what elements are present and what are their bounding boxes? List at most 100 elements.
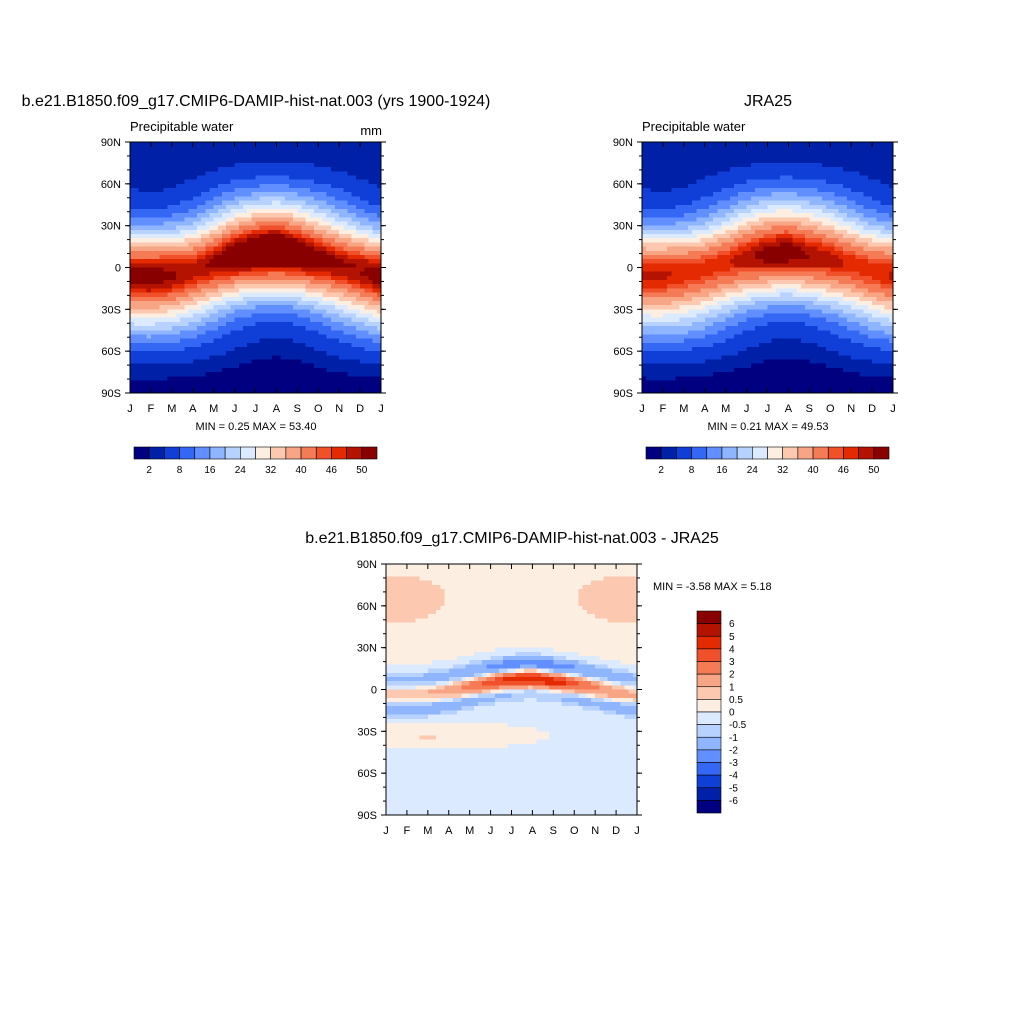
contour-cell <box>838 183 844 189</box>
contour-cell <box>138 183 144 189</box>
contour-cell <box>196 376 202 382</box>
contour-cell <box>646 146 651 151</box>
contour-cell <box>842 146 848 151</box>
contour-cell <box>263 154 269 160</box>
contour-cell <box>360 208 365 214</box>
contour-cell <box>276 221 282 227</box>
contour-cell <box>679 213 685 218</box>
contour-cell <box>176 192 181 197</box>
contour-cell <box>671 208 677 214</box>
contour-cell <box>217 242 223 248</box>
contour-cell <box>222 142 227 147</box>
contour-cell <box>360 234 365 239</box>
contour-cell <box>713 142 718 147</box>
contour-cell <box>688 200 693 206</box>
contour-cell <box>284 229 290 235</box>
contour-cell <box>314 292 319 298</box>
contour-cell <box>301 229 307 235</box>
contour-cell <box>314 330 319 336</box>
contour-cell <box>205 271 211 277</box>
contour-cell <box>209 204 215 210</box>
contour-cell <box>334 280 340 285</box>
contour-cell <box>146 229 152 235</box>
contour-cell <box>209 334 215 340</box>
contour-cell <box>268 225 273 231</box>
contour-cell <box>704 183 710 189</box>
contour-cell <box>163 188 169 193</box>
contour-cell <box>813 146 819 151</box>
contour-cell <box>351 342 357 348</box>
contour-cell <box>288 188 294 193</box>
contour-cell <box>888 158 894 164</box>
contour-cell <box>263 330 269 336</box>
contour-cell <box>209 326 215 331</box>
contour-cell <box>142 284 148 290</box>
contour-cell <box>683 150 689 156</box>
contour-cell <box>796 175 802 181</box>
contour-cell <box>150 338 156 344</box>
contour-cell <box>355 330 361 336</box>
contour-cell <box>351 146 357 151</box>
contour-cell <box>305 229 311 235</box>
contour-cell <box>263 263 269 269</box>
contour-cell <box>334 259 340 264</box>
contour-cell <box>662 225 668 231</box>
contour-cell <box>226 342 231 348</box>
contour-cell <box>142 267 148 273</box>
contour-cell <box>301 359 307 365</box>
contour-cell <box>750 196 756 202</box>
contour-cell <box>142 246 148 252</box>
contour-cell <box>272 296 278 302</box>
contour-cell <box>255 171 261 177</box>
contour-cell <box>205 376 211 382</box>
contour-cell <box>201 388 206 394</box>
contour-cell <box>817 167 823 172</box>
contour-cell <box>276 204 282 210</box>
contour-cell <box>134 154 139 160</box>
contour-cell <box>280 359 286 365</box>
contour-cell <box>334 321 340 327</box>
contour-cell <box>314 179 319 185</box>
contour-cell <box>368 355 374 361</box>
contour-cell <box>662 179 668 185</box>
contour-cell <box>305 309 311 315</box>
contour-cell <box>322 280 328 285</box>
contour-cell <box>167 229 173 235</box>
contour-cell <box>368 242 374 248</box>
contour-cell <box>138 221 144 227</box>
contour-cell <box>263 275 269 281</box>
contour-cell <box>217 271 223 277</box>
contour-cell <box>326 338 332 344</box>
contour-cell <box>642 213 647 218</box>
contour-cell <box>867 167 873 172</box>
contour-cell <box>364 183 370 189</box>
contour-cell <box>268 167 273 172</box>
contour-cell <box>159 338 165 344</box>
contour-cell <box>134 338 139 344</box>
contour-cell <box>863 196 869 202</box>
contour-cell <box>884 225 890 231</box>
contour-cell <box>196 321 202 327</box>
panel-model-variable: Precipitable water <box>130 119 234 134</box>
contour-cell <box>155 175 160 181</box>
contour-cell <box>238 351 244 356</box>
contour-cell <box>171 263 177 269</box>
contour-cell <box>280 229 286 235</box>
contour-cell <box>334 238 340 243</box>
contour-cell <box>134 175 139 181</box>
contour-cell <box>734 154 739 160</box>
contour-cell <box>309 284 315 290</box>
contour-cell <box>188 275 194 281</box>
contour-cell <box>364 208 370 214</box>
contour-cell <box>347 217 353 223</box>
contour-cell <box>376 162 382 168</box>
contour-cell <box>309 188 315 193</box>
contour-cell <box>297 355 303 361</box>
contour-cell <box>130 238 135 243</box>
contour-cell <box>642 192 647 197</box>
contour-cell <box>171 296 177 302</box>
contour-cell <box>792 213 798 218</box>
contour-cell <box>263 183 269 189</box>
contour-cell <box>272 372 278 377</box>
contour-cell <box>255 217 261 223</box>
